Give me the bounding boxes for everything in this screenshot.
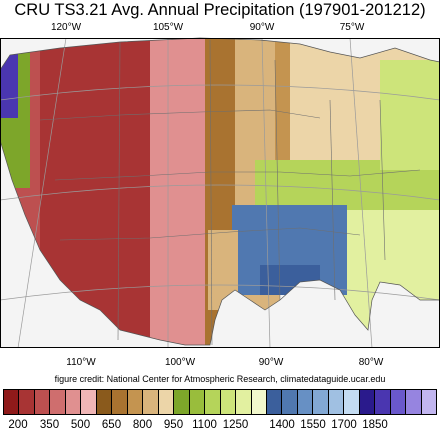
colorbar-swatch <box>127 390 144 414</box>
colorbar-swatch <box>143 390 159 414</box>
colorbar-swatch <box>406 390 422 414</box>
region-northeast <box>380 60 440 170</box>
colorbar-tick-label: 200 <box>8 419 28 431</box>
colorbar-swatch <box>297 390 314 414</box>
colorbar-swatch <box>158 390 175 414</box>
colorbar-swatch <box>50 390 66 414</box>
colorbar-swatch <box>4 390 20 414</box>
bottom-tick-label: 90°W <box>258 357 284 368</box>
colorbar-swatch <box>282 390 298 414</box>
colorbar-tick-label: 500 <box>70 419 91 431</box>
top-tick-label: 120°W <box>50 22 82 33</box>
land-outline <box>0 37 440 346</box>
colorbar-tick-label: 650 <box>101 419 122 431</box>
colorbar-swatch <box>189 390 206 414</box>
colorbar-swatch <box>65 390 82 414</box>
colorbar-tick-label: 1250 <box>222 419 249 431</box>
top-tick-label: 75°W <box>339 22 365 33</box>
region-rockies-east <box>150 38 210 345</box>
bottom-tick-label: 100°W <box>164 357 196 368</box>
colorbar-tick-label: 1400 <box>269 419 295 431</box>
colorbar-swatch <box>34 390 51 414</box>
colorbar-tick-label: 1700 <box>331 419 357 431</box>
bottom-tick-label: 80°W <box>358 357 384 368</box>
bottom-tick-label: 110°W <box>66 357 96 368</box>
colorbar-tick-label: 950 <box>163 419 184 431</box>
graticule <box>0 37 440 349</box>
colorbar-swatch <box>390 390 407 414</box>
colorbar-swatch <box>112 390 128 414</box>
page-title: CRU TS3.21 Avg. Annual Precipitation (19… <box>14 1 426 19</box>
top-tick-label: 105°W <box>152 22 184 33</box>
top-tick-label: 90°W <box>249 22 275 33</box>
colorbar-swatch <box>359 390 376 414</box>
colorbar-tick-label: 350 <box>39 419 60 431</box>
colorbar-swatch <box>81 390 97 414</box>
colorbar-swatch <box>251 390 267 414</box>
colorbar-swatch <box>375 390 391 414</box>
colorbar-swatch <box>344 390 360 414</box>
colorbar-swatch <box>236 390 252 414</box>
colorbar-swatch <box>220 390 237 414</box>
colorbar-swatch <box>174 390 190 414</box>
colorbar-tick-label: 1550 <box>300 419 326 431</box>
colorbar-tick-label: 1100 <box>192 419 217 431</box>
colorbar-swatch <box>421 390 437 414</box>
colorbar-tick-label: 1850 <box>362 419 388 431</box>
state-boundaries <box>39 39 421 346</box>
colorbar-swatch <box>205 390 221 414</box>
colorbar-swatch <box>19 390 35 414</box>
colorbar <box>3 389 437 415</box>
colorbar-swatch <box>313 390 329 414</box>
colorbar-tick-label: 800 <box>132 419 153 431</box>
figure-credit: figure credit: National Center for Atmos… <box>54 374 386 384</box>
colorbar-swatch <box>266 390 283 414</box>
colorbar-swatch <box>96 390 113 414</box>
colorbar-swatch <box>328 390 345 414</box>
